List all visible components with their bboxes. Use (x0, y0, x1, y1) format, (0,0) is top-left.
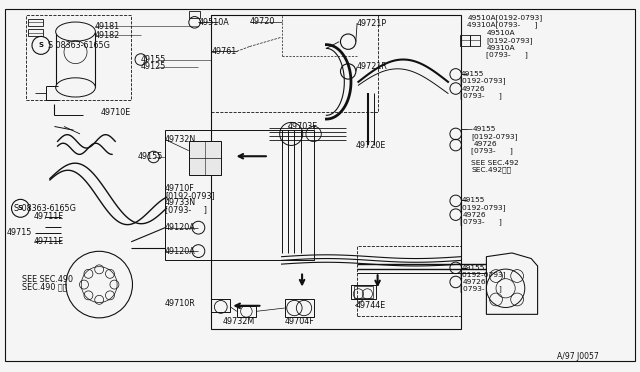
Text: 49744E: 49744E (355, 301, 385, 310)
Text: SEE SEC.492: SEE SEC.492 (471, 160, 519, 166)
Text: [0793-      ]: [0793- ] (460, 286, 501, 292)
Text: 49720E: 49720E (355, 141, 385, 150)
Text: 49715: 49715 (6, 228, 32, 237)
Text: 49732M: 49732M (223, 317, 255, 326)
Text: SEC.490 参照: SEC.490 参照 (22, 283, 68, 292)
Text: 49704F: 49704F (285, 317, 314, 326)
Bar (211, 299, 230, 312)
Text: 49732N: 49732N (165, 135, 196, 144)
Text: 49721P: 49721P (357, 19, 387, 28)
Text: 49703E: 49703E (288, 122, 318, 131)
Text: 49155: 49155 (461, 71, 484, 77)
Text: 49510A[0192-0793]: 49510A[0192-0793] (467, 15, 543, 21)
Bar (351, 285, 376, 299)
Bar (237, 306, 256, 317)
Bar (28, 19, 43, 26)
Text: 49726: 49726 (463, 212, 486, 218)
Text: [0793-     ]: [0793- ] (165, 205, 207, 214)
Bar (470, 35, 480, 46)
Bar (211, 15, 378, 112)
Text: 49720: 49720 (250, 17, 275, 26)
Bar (56, 32, 95, 87)
Text: 49155: 49155 (462, 197, 486, 203)
Bar (28, 29, 43, 36)
Text: [0192-0793]: [0192-0793] (486, 37, 533, 44)
Text: 49310A: 49310A (486, 45, 515, 51)
Text: 49726: 49726 (474, 141, 497, 147)
Text: SEC.492参照: SEC.492参照 (471, 167, 511, 173)
Text: 49710E: 49710E (101, 108, 131, 117)
Text: 49120A: 49120A (165, 247, 196, 256)
Text: 49710F: 49710F (165, 185, 195, 193)
Text: [0793-      ]: [0793- ] (486, 51, 528, 58)
Bar (211, 15, 461, 329)
Text: [0793-      ]: [0793- ] (460, 92, 501, 99)
Text: 49726: 49726 (463, 279, 486, 285)
Bar (26, 15, 131, 100)
Bar (354, 286, 373, 298)
Ellipse shape (56, 78, 95, 97)
Text: 49155: 49155 (462, 265, 486, 271)
Text: 49726: 49726 (462, 86, 486, 92)
Text: 49155: 49155 (141, 55, 166, 64)
Bar (357, 246, 461, 316)
Ellipse shape (66, 251, 132, 318)
Bar (165, 130, 314, 260)
Text: 49510A: 49510A (486, 31, 515, 36)
Text: 49155: 49155 (138, 153, 163, 161)
Text: 49310A[0793-      ]: 49310A[0793- ] (467, 22, 538, 28)
Polygon shape (486, 253, 538, 314)
Text: [0192-0793]: [0192-0793] (460, 271, 506, 278)
Bar (460, 35, 470, 46)
Text: S 08363-6165G: S 08363-6165G (48, 41, 110, 50)
Text: [0192-0793]: [0192-0793] (460, 204, 506, 211)
Text: 49711E: 49711E (33, 237, 63, 246)
Text: [0192-0793]: [0192-0793] (165, 192, 215, 201)
Text: 49155: 49155 (472, 126, 496, 132)
Text: 49733N: 49733N (165, 198, 196, 207)
Text: [0192-0793]: [0192-0793] (460, 78, 506, 84)
Text: S: S (18, 205, 23, 211)
Text: [0793-      ]: [0793- ] (460, 218, 501, 225)
Ellipse shape (56, 22, 95, 41)
Text: 49125: 49125 (141, 62, 166, 71)
Text: [0793-      ]: [0793- ] (471, 147, 513, 154)
Text: [0192-0793]: [0192-0793] (471, 133, 518, 140)
Text: 49181: 49181 (95, 22, 120, 31)
Text: 49721R: 49721R (357, 62, 388, 71)
Text: 49510A: 49510A (198, 18, 229, 27)
Bar (189, 11, 200, 18)
Text: S 08363-6165G: S 08363-6165G (14, 204, 76, 213)
Text: 49120A: 49120A (165, 223, 196, 232)
Bar (189, 141, 221, 175)
Text: SEE SEC.490: SEE SEC.490 (22, 275, 74, 284)
Text: A/97 J0057: A/97 J0057 (557, 352, 598, 361)
Text: 49761: 49761 (211, 47, 236, 56)
Bar (285, 299, 314, 317)
Text: 49182: 49182 (95, 31, 120, 40)
Text: 49710R: 49710R (165, 299, 196, 308)
Text: 49711E: 49711E (33, 212, 63, 221)
Text: S: S (38, 42, 44, 48)
